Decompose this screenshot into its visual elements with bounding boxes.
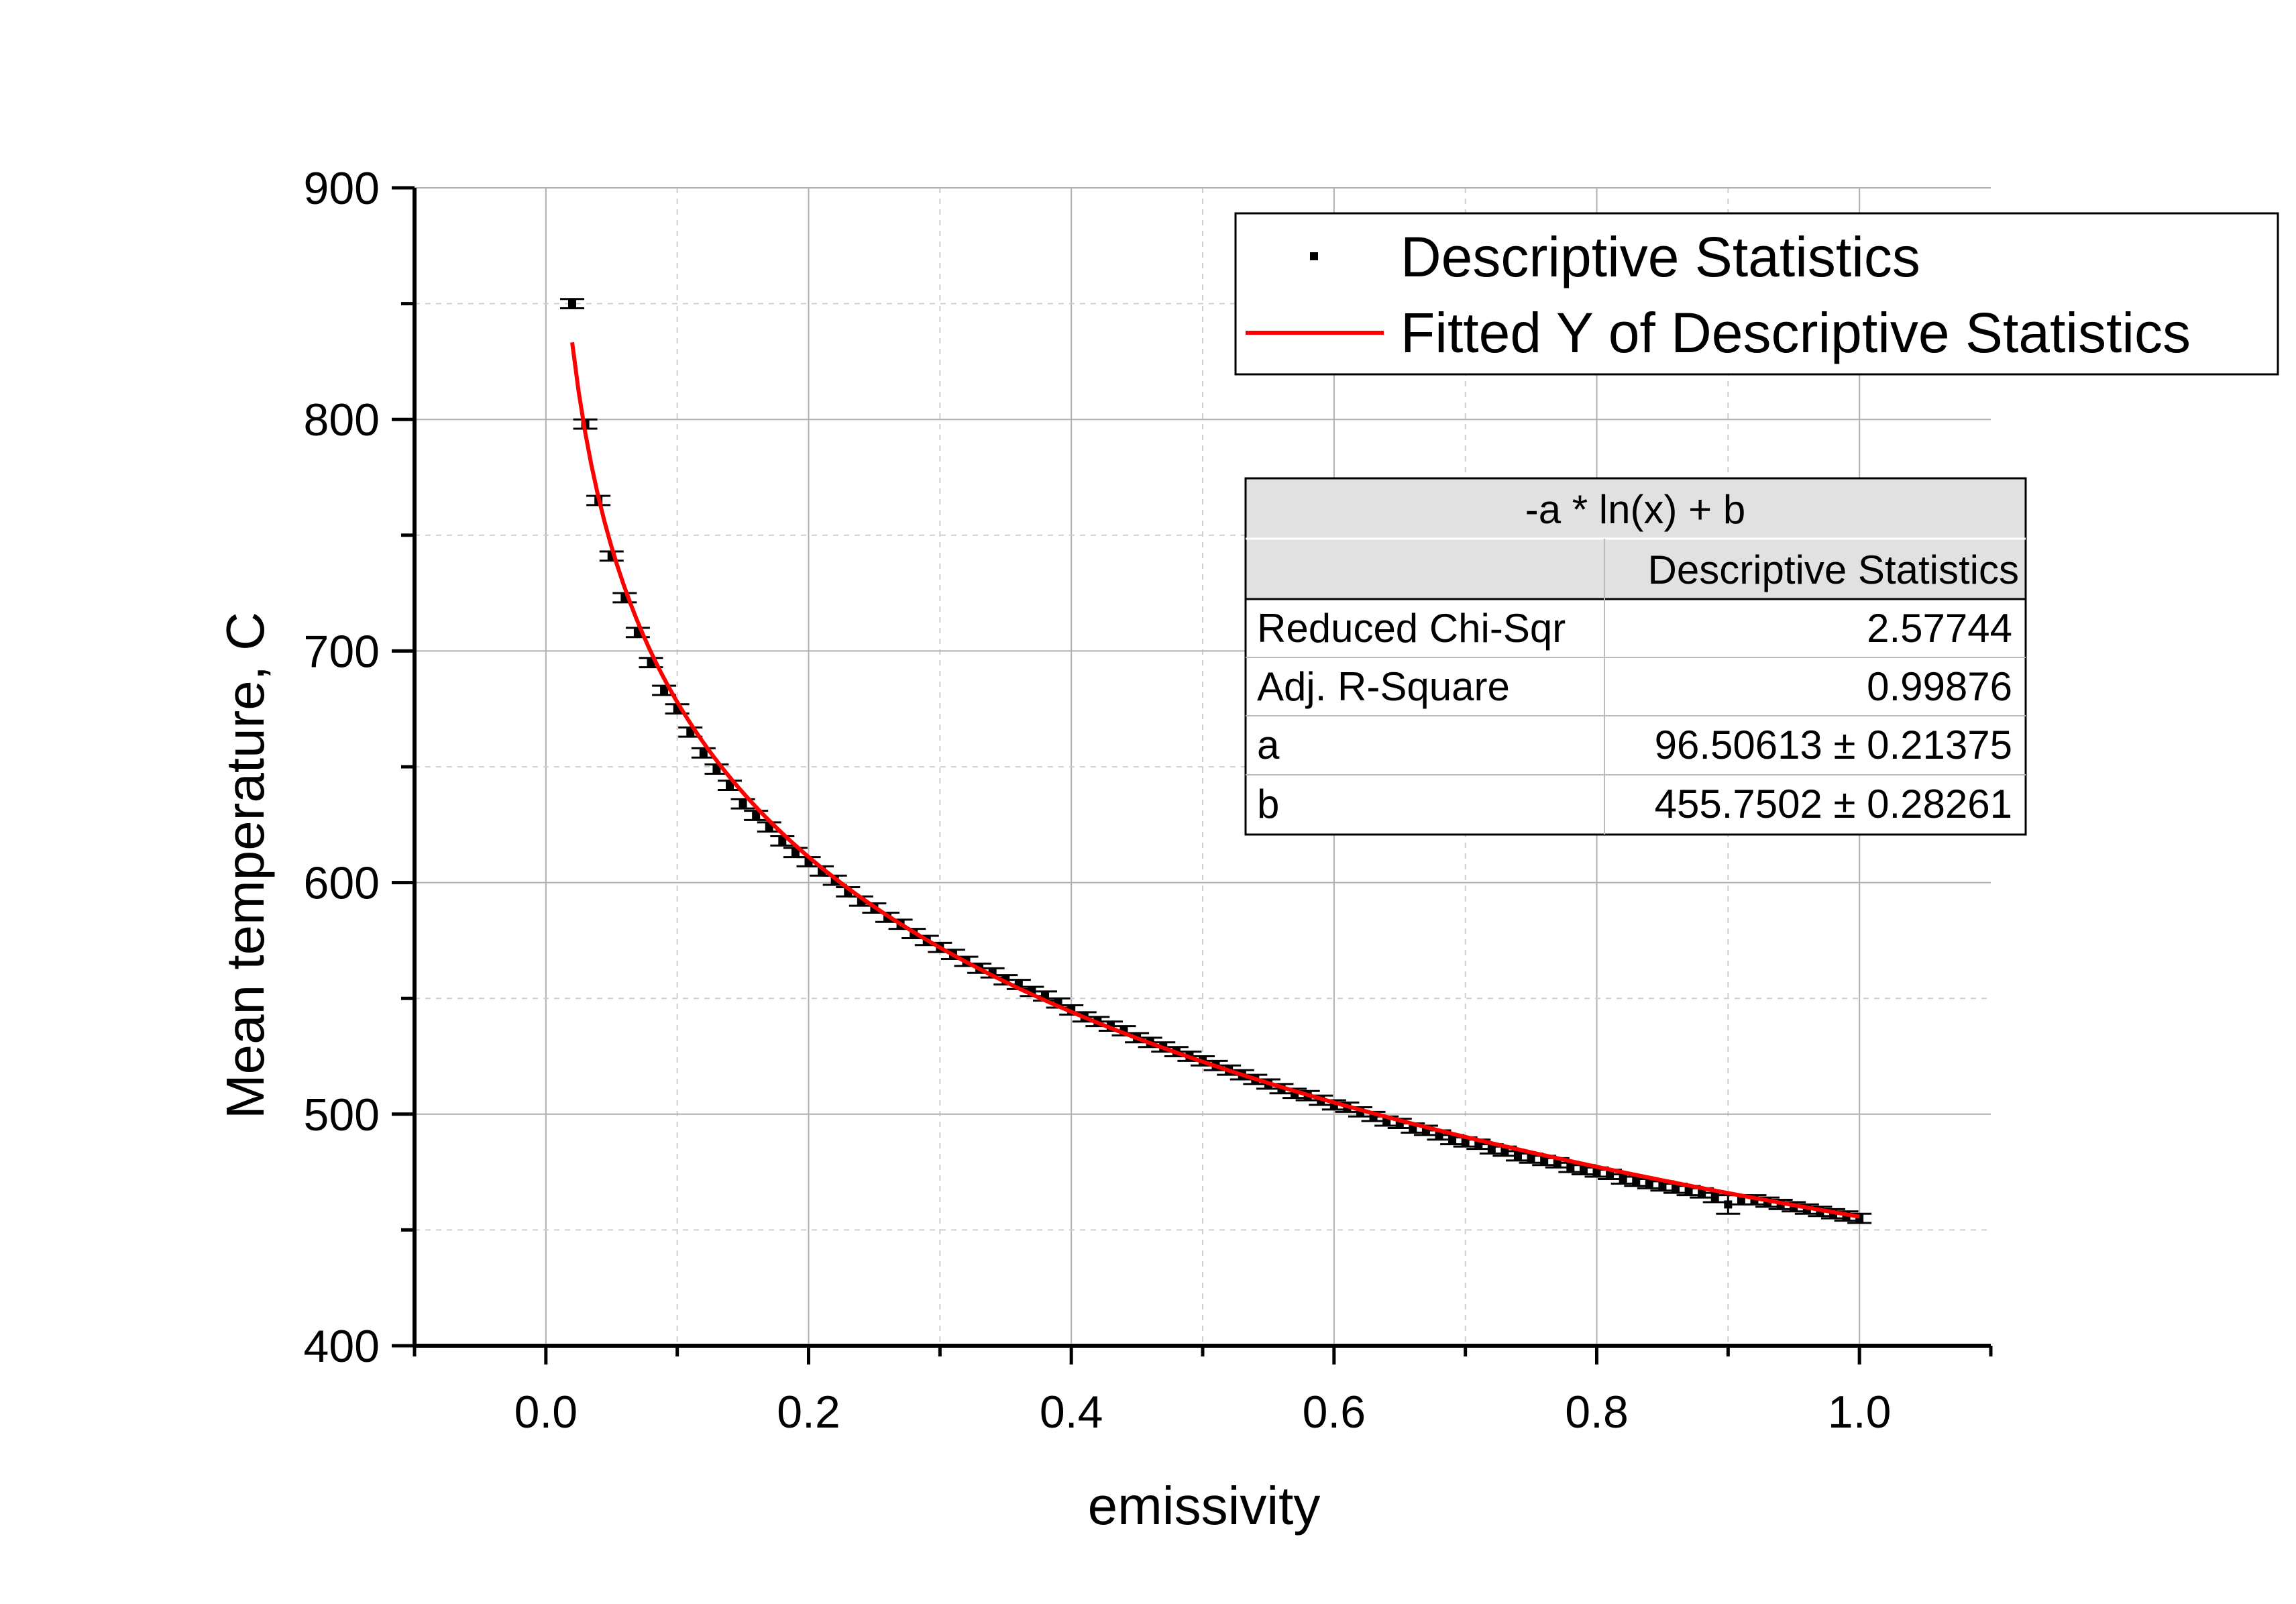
table-title: -a * ln(x) + b bbox=[1525, 487, 1745, 532]
table-column-header: Descriptive Statistics bbox=[1648, 547, 2019, 592]
legend: Descriptive Statistics Fitted Y of Descr… bbox=[1234, 212, 2279, 376]
y-tick-label: 500 bbox=[304, 1089, 380, 1140]
y-axis-title: Mean temperature, C bbox=[215, 612, 275, 1119]
legend-label-points: Descriptive Statistics bbox=[1401, 225, 1920, 288]
fit-curve-group bbox=[570, 341, 1860, 1219]
x-tick-label: 0.2 bbox=[777, 1387, 840, 1438]
fit-results-table: -a * ln(x) + b Descriptive Statistics Re… bbox=[1244, 477, 2027, 836]
x-tick-label: 0.8 bbox=[1565, 1387, 1629, 1438]
table-row-value: 2.57744 bbox=[1867, 606, 2012, 651]
axis-ticks: 0.0 0.2 0.4 0.6 0.8 1.0 400 500 600 700 800 900 bbox=[304, 163, 1993, 1438]
data-point bbox=[1698, 1189, 1706, 1197]
y-tick-label: 900 bbox=[304, 163, 380, 214]
data-point bbox=[1553, 1159, 1562, 1167]
y-tick-label: 800 bbox=[304, 394, 380, 445]
y-tick-label: 700 bbox=[304, 626, 380, 677]
table-row-label: b bbox=[1257, 782, 1279, 826]
x-tick-label: 0.4 bbox=[1040, 1387, 1103, 1438]
x-axis-title: emissivity bbox=[1088, 1476, 1321, 1536]
y-tick-label: 600 bbox=[304, 858, 380, 909]
data-point bbox=[739, 800, 747, 808]
table-header-bg bbox=[1246, 539, 2026, 599]
data-point bbox=[752, 811, 761, 820]
data-point bbox=[1606, 1170, 1615, 1179]
data-point bbox=[1724, 1200, 1733, 1209]
x-tick-label: 1.0 bbox=[1828, 1387, 1892, 1438]
data-point bbox=[699, 749, 708, 757]
data-point bbox=[726, 781, 734, 790]
legend-marker-points bbox=[1310, 252, 1318, 260]
data-point bbox=[1500, 1147, 1509, 1156]
table-border bbox=[1244, 477, 2027, 836]
x-tick-label: 0.0 bbox=[514, 1387, 578, 1438]
table-row-value: 455.7502 ± 0.28261 bbox=[1655, 782, 2012, 826]
data-point bbox=[778, 837, 787, 845]
data-point bbox=[568, 299, 576, 308]
table-row-value: 96.50613 ± 0.21375 bbox=[1655, 723, 2012, 767]
table-body-bg bbox=[1246, 599, 2026, 835]
y-tick-label: 400 bbox=[304, 1321, 380, 1372]
data-point bbox=[660, 686, 669, 695]
table-row-label: a bbox=[1257, 723, 1280, 767]
x-tick-label: 0.6 bbox=[1303, 1387, 1366, 1438]
fit-curve bbox=[570, 341, 1860, 1219]
table-row-label: Reduced Chi-Sqr bbox=[1257, 606, 1566, 651]
data-point bbox=[791, 848, 800, 857]
table-title-bg bbox=[1246, 478, 2026, 539]
legend-box bbox=[1234, 212, 2279, 376]
table-row-value: 0.99876 bbox=[1867, 664, 2012, 709]
table-row-label: Adj. R-Square bbox=[1257, 664, 1510, 709]
data-point bbox=[712, 765, 721, 773]
legend-label-fit: Fitted Y of Descriptive Statistics bbox=[1401, 301, 2191, 364]
